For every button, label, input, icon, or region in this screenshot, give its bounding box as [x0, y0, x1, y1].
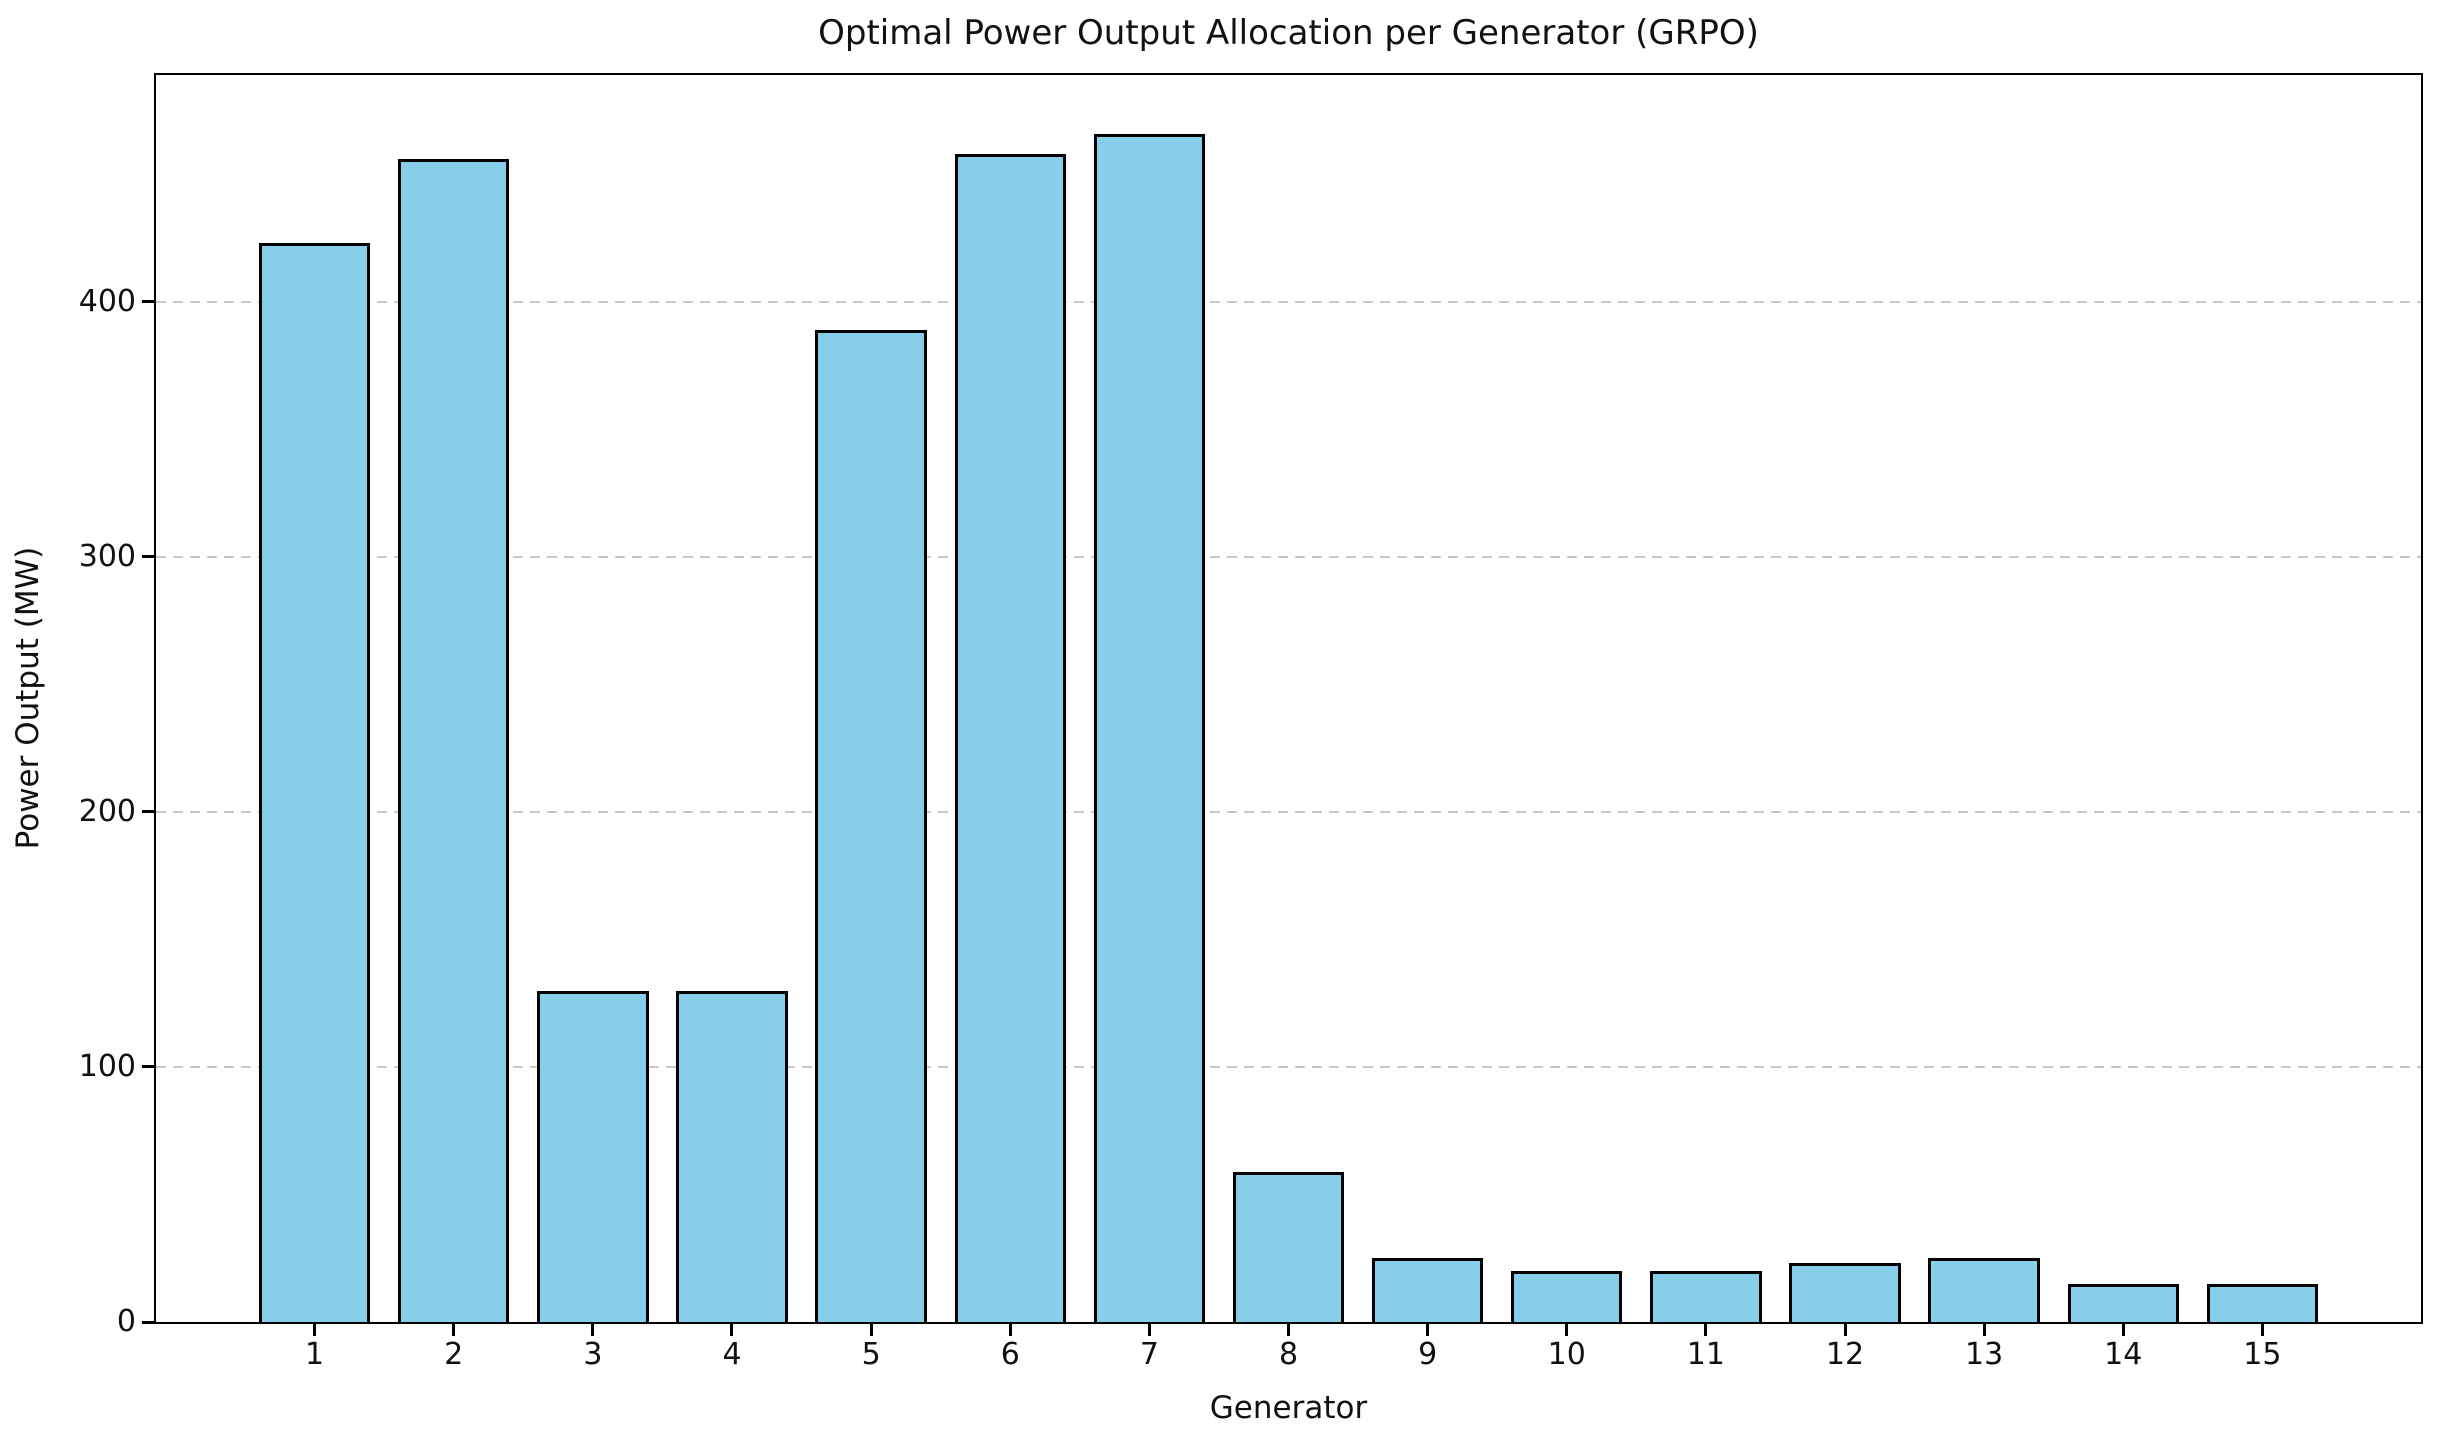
bar-generator-12: [1789, 1263, 1901, 1322]
x-tick-label-9: 9: [1418, 1337, 1438, 1372]
x-axis-label: Generator: [1209, 1390, 1368, 1426]
bar-generator-6: [954, 154, 1066, 1322]
y-tick-200: [142, 810, 154, 814]
y-axis-label: Power Output (MW): [10, 546, 46, 850]
bar-generator-7: [1093, 133, 1206, 1322]
x-tick-label-3: 3: [583, 1337, 603, 1372]
gridline-y-100: [156, 1065, 2421, 1068]
y-tick-100: [142, 1065, 154, 1069]
y-tick-300: [142, 555, 154, 559]
bar-generator-4: [676, 990, 788, 1322]
x-tick-label-1: 1: [305, 1337, 325, 1372]
x-tick-1: [313, 1324, 317, 1336]
bar-generator-8: [1232, 1171, 1345, 1322]
bar-generator-2: [398, 159, 510, 1322]
x-tick-13: [1982, 1324, 1986, 1336]
x-tick-label-13: 13: [1965, 1337, 2004, 1372]
bar-generator-13: [1928, 1258, 2040, 1322]
x-tick-label-11: 11: [1686, 1337, 1725, 1372]
bar-generator-9: [1371, 1258, 1484, 1322]
bar-generator-10: [1511, 1271, 1623, 1322]
plot-area: [154, 73, 2423, 1324]
x-tick-2: [452, 1324, 456, 1336]
y-tick-label-300: 300: [78, 538, 136, 574]
x-tick-label-15: 15: [2243, 1337, 2282, 1372]
x-tick-label-8: 8: [1278, 1337, 1299, 1372]
chart-title: Optimal Power Output Allocation per Gene…: [818, 13, 1759, 53]
x-tick-label-7: 7: [1139, 1337, 1159, 1372]
x-tick-label-4: 4: [722, 1337, 742, 1372]
bar-generator-3: [537, 990, 649, 1322]
x-tick-label-10: 10: [1547, 1337, 1586, 1372]
bar-generator-5: [815, 330, 927, 1322]
x-tick-label-14: 14: [2104, 1337, 2143, 1372]
x-tick-7: [1147, 1324, 1151, 1336]
x-tick-8: [1287, 1324, 1290, 1336]
x-tick-label-5: 5: [861, 1337, 881, 1372]
y-tick-400: [142, 300, 154, 304]
gridline-y-400: [156, 300, 2421, 303]
x-tick-15: [2260, 1324, 2264, 1336]
x-tick-12: [1843, 1324, 1847, 1336]
gridline-y-300: [156, 555, 2421, 558]
x-tick-label-2: 2: [444, 1337, 464, 1372]
bar-generator-1: [258, 243, 371, 1322]
gridline-y-200: [156, 810, 2421, 813]
x-tick-label-12: 12: [1825, 1337, 1865, 1372]
x-tick-11: [1704, 1324, 1708, 1336]
x-tick-9: [1426, 1324, 1430, 1336]
x-tick-3: [591, 1324, 595, 1336]
bar-generator-11: [1650, 1271, 1762, 1322]
x-tick-6: [1008, 1324, 1012, 1336]
y-tick-label-0: 0: [116, 1304, 136, 1339]
x-tick-4: [730, 1324, 734, 1336]
x-tick-label-6: 6: [1000, 1337, 1020, 1372]
y-tick-label-100: 100: [78, 1048, 136, 1084]
y-tick-label-400: 400: [78, 283, 136, 319]
x-tick-10: [1565, 1324, 1569, 1336]
x-tick-5: [869, 1324, 873, 1336]
y-tick-0: [142, 1320, 154, 1324]
bar-generator-14: [2067, 1283, 2179, 1322]
x-tick-14: [2121, 1324, 2125, 1336]
bar-generator-15: [2206, 1283, 2319, 1322]
y-tick-label-200: 200: [78, 793, 136, 829]
